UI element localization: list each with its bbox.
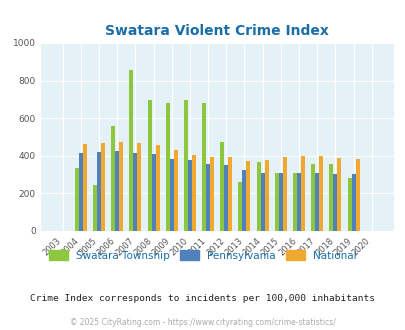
Text: Crime Index corresponds to incidents per 100,000 inhabitants: Crime Index corresponds to incidents per… <box>30 294 375 303</box>
Bar <box>278 173 282 231</box>
Title: Swatara Violent Crime Index: Swatara Violent Crime Index <box>105 23 328 38</box>
Bar <box>264 160 268 231</box>
Bar <box>75 168 79 231</box>
Bar <box>224 165 228 231</box>
Legend: Swatara Township, Pennsylvania, National: Swatara Township, Pennsylvania, National <box>46 247 359 264</box>
Bar <box>97 152 101 231</box>
Bar <box>183 100 188 231</box>
Bar <box>93 185 97 231</box>
Bar <box>202 103 206 231</box>
Bar <box>256 162 260 231</box>
Bar <box>282 157 286 231</box>
Bar <box>115 151 119 231</box>
Bar <box>300 156 304 231</box>
Bar <box>228 157 232 231</box>
Bar <box>111 126 115 231</box>
Bar <box>260 173 264 231</box>
Bar <box>151 154 155 231</box>
Bar <box>137 143 141 231</box>
Bar <box>274 173 278 231</box>
Bar <box>292 173 296 231</box>
Bar <box>238 182 242 231</box>
Bar <box>314 173 318 231</box>
Text: © 2025 CityRating.com - https://www.cityrating.com/crime-statistics/: © 2025 CityRating.com - https://www.city… <box>70 318 335 327</box>
Bar <box>246 161 250 231</box>
Bar <box>169 159 173 231</box>
Bar <box>129 70 133 231</box>
Bar <box>337 158 341 231</box>
Bar <box>318 156 322 231</box>
Bar <box>83 144 87 231</box>
Bar <box>133 153 137 231</box>
Bar <box>311 164 314 231</box>
Bar <box>296 173 300 231</box>
Bar <box>192 155 196 231</box>
Bar <box>147 100 151 231</box>
Bar <box>242 170 246 231</box>
Bar <box>188 160 192 231</box>
Bar <box>210 157 213 231</box>
Bar <box>333 174 337 231</box>
Bar <box>173 150 177 231</box>
Bar <box>101 143 105 231</box>
Bar <box>119 142 123 231</box>
Bar <box>328 164 333 231</box>
Bar <box>355 159 359 231</box>
Bar <box>220 142 224 231</box>
Bar <box>79 153 83 231</box>
Bar <box>165 103 169 231</box>
Bar <box>206 164 210 231</box>
Bar <box>351 174 355 231</box>
Bar <box>155 146 159 231</box>
Bar <box>347 178 351 231</box>
